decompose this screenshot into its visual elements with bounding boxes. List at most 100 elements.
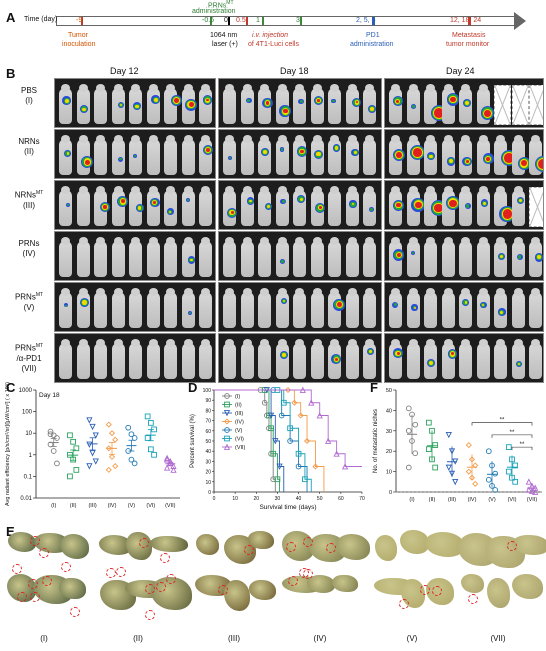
bioluminescence-image bbox=[218, 333, 382, 383]
signal-blob bbox=[133, 154, 136, 157]
row-label-group: (VII) bbox=[21, 363, 37, 373]
signal-blob bbox=[483, 201, 487, 205]
signal-blob bbox=[449, 199, 458, 208]
x-tick-label: (V) bbox=[488, 497, 496, 503]
tumor-label-2: inoculation bbox=[62, 41, 96, 48]
missing-mouse-placeholder bbox=[529, 85, 543, 125]
signal-blob bbox=[205, 147, 210, 152]
x-tick-label: (IV) bbox=[468, 497, 477, 503]
signal-blob bbox=[353, 150, 357, 155]
data-point bbox=[472, 462, 479, 469]
data-point bbox=[525, 478, 532, 485]
censor-marker bbox=[274, 476, 281, 483]
signal-blob bbox=[336, 302, 342, 308]
signal-blob bbox=[206, 98, 210, 102]
missing-mouse-placeholder bbox=[511, 85, 529, 125]
y-tick-label: 80 bbox=[205, 408, 211, 414]
bioluminescence-image bbox=[218, 180, 382, 230]
data-point bbox=[448, 470, 456, 478]
signal-blob bbox=[174, 97, 180, 103]
timeline-bar bbox=[56, 16, 517, 26]
data-point bbox=[512, 462, 519, 469]
signal-blob bbox=[282, 353, 286, 357]
mouse bbox=[310, 288, 324, 328]
mouse bbox=[363, 135, 376, 175]
liver-lobe bbox=[59, 534, 90, 559]
x-tick-label: 20 bbox=[254, 496, 260, 502]
y-tick-label: 20 bbox=[205, 470, 211, 476]
metastasis-circle bbox=[287, 575, 298, 586]
data-point bbox=[151, 426, 157, 433]
significance-bracket bbox=[511, 446, 533, 451]
mouse bbox=[476, 288, 490, 328]
signal-blob bbox=[396, 252, 402, 258]
data-point bbox=[425, 419, 432, 426]
liver-lobe bbox=[375, 535, 398, 561]
data-point bbox=[128, 431, 135, 438]
mouse bbox=[146, 84, 160, 124]
signal-blob bbox=[332, 99, 335, 103]
mouse bbox=[111, 237, 125, 277]
bioluminescence-image bbox=[384, 180, 544, 230]
bioluminescence-image bbox=[54, 282, 216, 332]
mouse bbox=[258, 339, 271, 379]
survival-curve bbox=[214, 389, 362, 467]
data-point bbox=[512, 478, 519, 485]
censor-marker bbox=[276, 463, 283, 470]
censor-marker bbox=[297, 412, 304, 419]
data-point bbox=[468, 456, 476, 463]
metastasis-circle bbox=[105, 568, 116, 579]
signal-blob bbox=[119, 104, 122, 107]
data-point bbox=[92, 432, 99, 439]
pd1-label-1: PD1 bbox=[366, 32, 380, 39]
mouse bbox=[223, 339, 236, 379]
data-point bbox=[86, 441, 93, 448]
signal-blob bbox=[64, 98, 69, 103]
mouse bbox=[181, 339, 195, 379]
data-point bbox=[163, 464, 171, 471]
data-point bbox=[131, 435, 138, 441]
imaging-row-label: NRNsMT (III) bbox=[8, 188, 50, 211]
bioluminescence-image bbox=[54, 129, 216, 179]
bioluminescence-image bbox=[384, 282, 544, 332]
censor-marker bbox=[299, 386, 306, 393]
data-point bbox=[492, 487, 499, 493]
censor-marker bbox=[302, 476, 308, 483]
tick-mark bbox=[262, 17, 264, 25]
panel-letter-a: A bbox=[6, 10, 16, 25]
x-tick-label: (I) bbox=[51, 503, 56, 509]
mouse bbox=[199, 237, 212, 277]
x-tick-label: 50 bbox=[317, 496, 323, 502]
bioluminescence-image bbox=[218, 78, 382, 128]
prns-admin-label: PRNsMT bbox=[208, 0, 234, 10]
data-point bbox=[105, 466, 112, 473]
bioluminescence-image bbox=[54, 231, 216, 281]
legend-marker bbox=[224, 401, 230, 408]
signal-blob bbox=[187, 198, 190, 201]
panel-letter-c: C bbox=[6, 380, 16, 395]
data-point bbox=[131, 460, 138, 467]
x-tick-label: (III) bbox=[88, 503, 96, 509]
signal-blob bbox=[499, 254, 504, 259]
mouse bbox=[240, 84, 254, 124]
y-tick-label: 0 bbox=[208, 490, 211, 496]
mouse bbox=[223, 84, 236, 124]
tick-label-pd1: 2, 5, 8 bbox=[356, 17, 376, 24]
mouse bbox=[199, 84, 212, 124]
mouse bbox=[275, 135, 289, 175]
mouse bbox=[94, 84, 107, 124]
signal-blob bbox=[299, 149, 304, 154]
metastasis-circle bbox=[27, 579, 38, 590]
missing-mouse-placeholder bbox=[529, 187, 543, 227]
metastasis-circle bbox=[16, 592, 27, 603]
censor-marker bbox=[287, 438, 293, 444]
mouse bbox=[164, 288, 177, 328]
mouse bbox=[345, 186, 359, 226]
signal-blob bbox=[465, 100, 470, 105]
row-label-group: (III) bbox=[23, 200, 35, 210]
data-point bbox=[505, 444, 512, 450]
signal-blob bbox=[482, 303, 485, 306]
data-point bbox=[489, 462, 495, 469]
signal-blob bbox=[153, 97, 158, 102]
metastasis-circle bbox=[431, 586, 442, 597]
